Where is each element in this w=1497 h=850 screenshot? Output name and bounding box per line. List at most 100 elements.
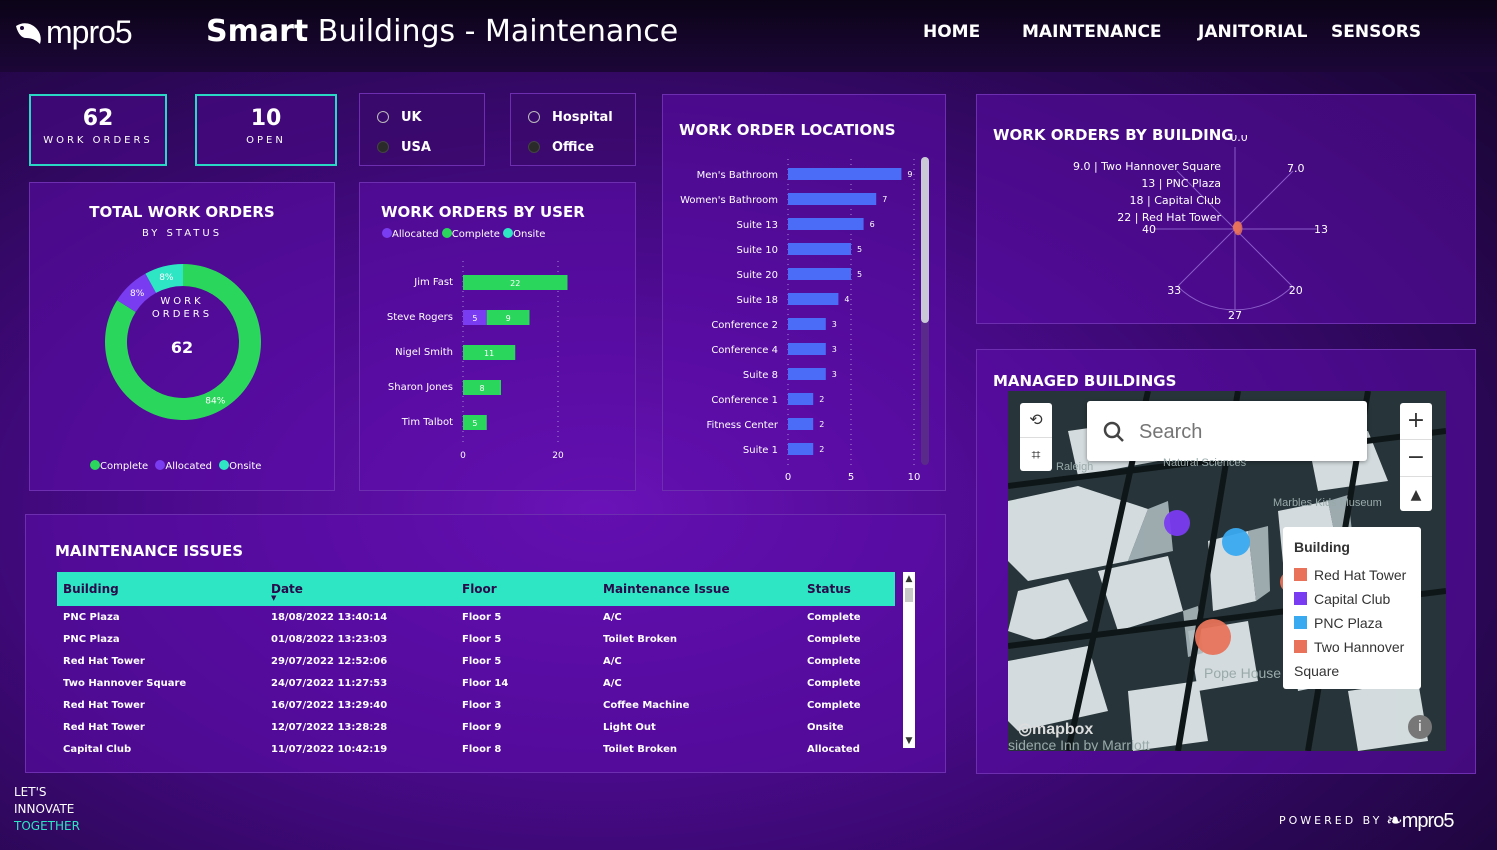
zoom-out-icon[interactable]: −: [1400, 439, 1432, 476]
map-search-input[interactable]: [1137, 417, 1356, 447]
tagline-2: INNOVATE: [14, 802, 75, 816]
table-row[interactable]: PNC Plaza 01/08/2022 13:23:03 Floor 5 Toile…: [57, 628, 895, 650]
sort-desc-icon[interactable]: ▼: [271, 594, 277, 602]
donut-center-value: 62: [170, 338, 194, 357]
col-issue[interactable]: Maintenance Issue: [597, 572, 801, 606]
red-hat-tower-marker[interactable]: [1195, 619, 1231, 655]
by-user-legend-complete-dot: [441, 228, 452, 238]
radio-usa-circle[interactable]: [377, 141, 389, 153]
nav-sensors[interactable]: SENSORS: [1331, 22, 1422, 42]
radio-usa[interactable]: USA: [377, 140, 431, 155]
cell-issue: A/C: [603, 611, 622, 623]
info-icon[interactable]: i: [1408, 715, 1432, 739]
logo-text: mpro5: [46, 14, 133, 50]
radio-uk-circle[interactable]: [377, 111, 389, 123]
map-legend-item[interactable]: Red Hat Tower: [1294, 563, 1414, 587]
map-legend-swatch: [1294, 616, 1307, 629]
col-building[interactable]: Building: [57, 572, 265, 606]
maintenance-issues-panel: MAINTENANCE ISSUES Building Date ▼ Floor …: [25, 514, 946, 773]
radial-spoke: [1176, 228, 1236, 288]
issues-scrollbar-thumb[interactable]: [905, 588, 913, 602]
pnc-plaza-marker[interactable]: [1222, 528, 1250, 556]
by-user-legend-allocated-dot: [382, 228, 392, 238]
donut-label-onsite: 8%: [159, 273, 174, 283]
radio-office-label: Office: [552, 140, 595, 155]
radio-usa-label: USA: [401, 140, 431, 155]
cell-floor: Floor 3: [462, 699, 502, 711]
radial-tick: 20: [1289, 284, 1303, 297]
table-row[interactable]: Capital Club 11/07/2022 10:42:19 Floor 8 To…: [57, 738, 895, 760]
table-row[interactable]: Two Hannover Square 24/07/2022 11:27:53 Fl…: [57, 672, 895, 694]
col-date-label: Date: [271, 582, 303, 596]
user-category-label: Tim Talbot: [401, 417, 453, 428]
mapbox-attribution[interactable]: ◎mapbox: [1018, 719, 1093, 739]
location-bar: [788, 343, 826, 355]
radial-spoke: [1234, 170, 1294, 230]
location-bar-value: 4: [844, 295, 849, 304]
compass-icon[interactable]: ▲: [1400, 476, 1432, 513]
donut-legend: Complete Allocated Onsite: [90, 460, 261, 472]
map-draw-tools: ⟲ ⌗: [1020, 403, 1052, 471]
user-bar-complete: [463, 380, 501, 395]
total-work-orders-subtitle: BY STATUS: [141, 228, 223, 239]
user-bar-value: 11: [484, 349, 494, 358]
kpi-work-orders-value: 62: [82, 106, 114, 131]
user-bar-allocated: [463, 310, 487, 325]
nav-maintenance[interactable]: MAINTENANCE: [1022, 22, 1162, 42]
location-category-label: Suite 1: [743, 445, 778, 456]
rectangle-select-icon[interactable]: ⌗: [1020, 437, 1052, 472]
col-floor[interactable]: Floor: [456, 572, 597, 606]
table-row[interactable]: Red Hat Tower 16/07/2022 13:29:40 Floor 3 C…: [57, 694, 895, 716]
location-bar-value: 9: [907, 170, 912, 179]
scroll-down-icon[interactable]: ▼: [905, 736, 913, 746]
cell-floor: Floor 8: [462, 743, 502, 755]
map-legend-label: PNC Plaza: [1314, 615, 1383, 631]
table-row[interactable]: Red Hat Tower 29/07/2022 12:52:06 Floor 5 A…: [57, 650, 895, 672]
location-x-tick: 10: [908, 472, 921, 483]
col-status[interactable]: Status: [801, 572, 895, 606]
radio-uk[interactable]: UK: [377, 110, 422, 125]
nav-janitorial[interactable]: JANITORIAL: [1198, 22, 1308, 42]
cell-date: 18/08/2022 13:40:14: [271, 611, 388, 623]
legend-onsite: Onsite: [229, 461, 262, 472]
radio-hospital[interactable]: Hospital: [528, 110, 613, 125]
user-bar-complete: [463, 345, 516, 360]
location-category-label: Suite 10: [737, 245, 778, 256]
locations-scrollbar-thumb[interactable]: [921, 157, 929, 323]
cell-status: Onsite: [807, 721, 844, 733]
radial-petal: [1233, 221, 1243, 236]
buildings-map[interactable]: ⟲ ⌗ + − ▲ Building Red Hat Tower Capital …: [1008, 391, 1446, 751]
radial-tick: 33: [1167, 284, 1181, 297]
map-legend-item[interactable]: Capital Club: [1294, 587, 1414, 611]
radio-office-circle[interactable]: [528, 141, 540, 153]
footer-logo-icon: ❧: [1386, 810, 1403, 832]
table-row[interactable]: PNC Plaza 18/08/2022 13:40:14 Floor 5 A/C Co…: [57, 606, 895, 628]
location-bar-value: 3: [832, 345, 837, 354]
lasso-icon[interactable]: ⟲: [1029, 410, 1043, 429]
zoom-in-icon[interactable]: +: [1406, 408, 1426, 433]
issues-scrollbar[interactable]: ▲ ▼: [903, 572, 915, 748]
search-icon: [1103, 421, 1124, 442]
user-bar-complete: [463, 415, 487, 430]
map-legend-item[interactable]: PNC Plaza: [1294, 611, 1414, 635]
map-legend-swatch: [1294, 592, 1307, 605]
user-bar-value: 5: [472, 314, 477, 323]
donut-center-label: WORK ORDERS: [30, 295, 334, 321]
capital-club-marker[interactable]: [1164, 510, 1190, 536]
radial-arc: [1177, 286, 1293, 311]
footer-brand[interactable]: ❧mpro5: [1386, 808, 1454, 833]
nav-home[interactable]: HOME: [923, 22, 981, 42]
locations-scrollbar[interactable]: [921, 157, 929, 465]
map-search-box[interactable]: [1087, 401, 1367, 461]
map-legend-item[interactable]: Two Hannover Square: [1294, 635, 1414, 683]
scroll-up-icon[interactable]: ▲: [905, 574, 913, 584]
radial-series-label: 18 | Capital Club: [1130, 194, 1221, 207]
radio-hospital-circle[interactable]: [528, 111, 540, 123]
radio-office[interactable]: Office: [528, 140, 594, 155]
map-legend-swatch: [1294, 568, 1307, 581]
by-user-bar-chart: Jim Fast 22 Steve Rogers 5 9 Nigel Smith 11 Sha…: [387, 261, 568, 461]
mpro5-logo[interactable]: mpro5: [14, 14, 133, 51]
col-date[interactable]: Date ▼: [265, 572, 456, 606]
table-row[interactable]: Red Hat Tower 12/07/2022 13:28:28 Floor 9 L…: [57, 716, 895, 738]
location-bar-value: 3: [832, 320, 837, 329]
